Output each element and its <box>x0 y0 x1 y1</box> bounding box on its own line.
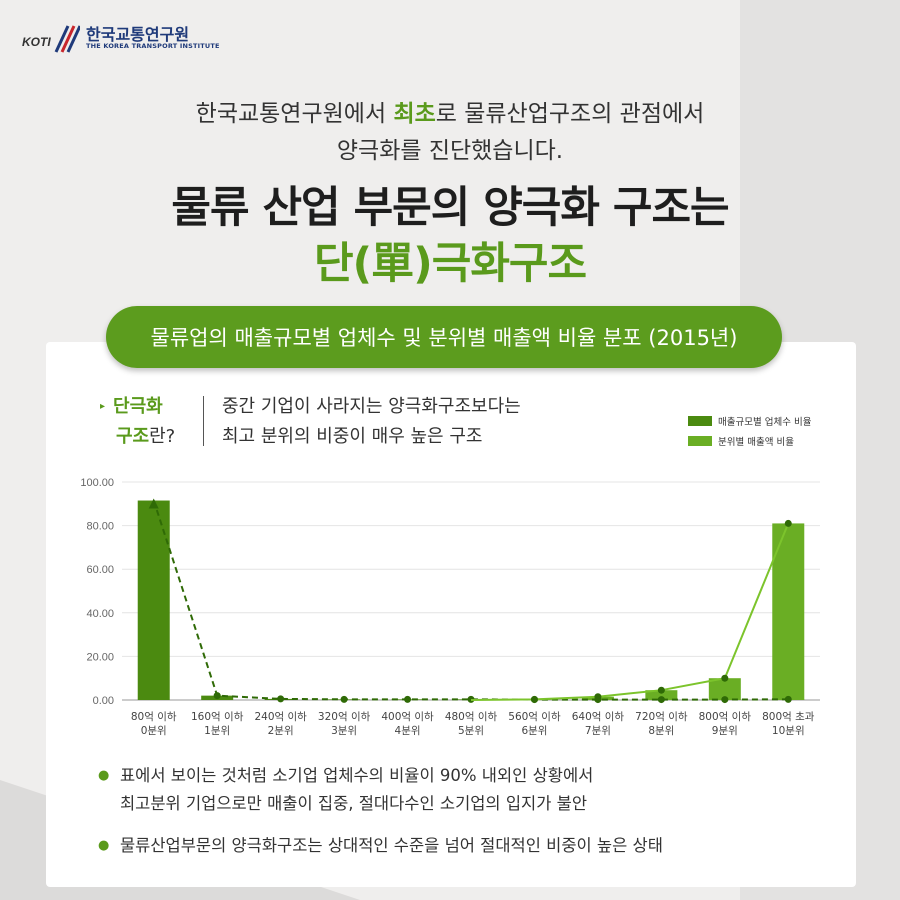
chart-title-pill: 물류업의 매출규모별 업체수 및 분위별 매출액 비율 분포 (2015년) <box>106 306 782 368</box>
point-sales <box>530 695 538 703</box>
y-tick-label: 100.00 <box>80 477 114 489</box>
bullet-item: ● 표에서 보이는 것처럼 소기업 업체수의 비율이 90% 내외인 상황에서 … <box>98 762 663 818</box>
x-tick-label: 10분위 <box>772 724 805 737</box>
bar-count <box>137 500 170 700</box>
bar-sales <box>772 523 805 700</box>
point-sales <box>594 693 602 701</box>
bullet-2-line1: 물류산업부문의 양극화구조는 상대적인 수준을 넘어 절대적인 비중이 높은 상… <box>120 836 663 855</box>
definition-answer-line2: 최고 분위의 비중이 매우 높은 구조 <box>222 426 483 447</box>
x-tick-label: 320억 이하 <box>318 710 371 723</box>
point-count <box>657 696 665 704</box>
x-tick-label: 8분위 <box>648 724 674 737</box>
headline: 물류 산업 부문의 양극화 구조는 단(單)극화구조 <box>0 180 900 292</box>
bullet-dot-icon: ● <box>98 768 110 783</box>
point-sales <box>657 686 665 694</box>
definition-suffix: 란? <box>149 426 176 447</box>
definition-term: 단극화 <box>113 396 163 417</box>
x-tick-label: 800억 초과 <box>762 711 815 723</box>
bullet-1-line2: 최고분위 기업으로만 매출이 집중, 절대다수인 소기업의 입지가 불안 <box>120 794 587 813</box>
content-card <box>46 342 856 887</box>
definition-answer-line1: 중간 기업이 사라지는 양극화구조보다는 <box>222 396 521 417</box>
point-count <box>277 695 285 703</box>
bullet-item: ● 물류산업부문의 양극화구조는 상대적인 수준을 넘어 절대적인 비중이 높은… <box>98 832 663 860</box>
legend-label-sales: 분위별 매출액 비율 <box>718 437 794 448</box>
definition-answer: 중간 기업이 사라지는 양극화구조보다는 최고 분위의 비중이 매우 높은 구조 <box>222 392 521 452</box>
legend-label-count: 매출규모별 업체수 비율 <box>718 417 812 428</box>
x-tick-label: 1분위 <box>204 724 230 737</box>
y-tick-label: 60.00 <box>86 564 114 576</box>
definition-question: ▸ 단극화 구조란? <box>100 392 175 452</box>
x-tick-label: 6분위 <box>521 724 547 737</box>
point-sales <box>784 519 792 527</box>
x-tick-label: 240억 이하 <box>254 710 307 723</box>
x-tick-label: 4분위 <box>395 724 421 737</box>
point-sales <box>721 674 729 682</box>
bar-sales <box>645 690 678 700</box>
point-count <box>340 695 348 703</box>
x-tick-label: 2분위 <box>268 724 294 737</box>
logo-english: THE KOREA TRANSPORT INSTITUTE <box>86 42 220 51</box>
intro-text: 한국교통연구원에서 최초로 물류산업구조의 관점에서 양극화를 진단했습니다. <box>0 96 900 170</box>
x-tick-label: 80억 이하 <box>131 710 177 723</box>
x-tick-label: 160억 이하 <box>191 710 244 723</box>
point-count <box>213 692 221 700</box>
x-tick-label: 3분위 <box>331 724 357 737</box>
intro-highlight: 최초 <box>393 101 436 127</box>
definition-divider <box>203 396 204 446</box>
intro-line2: 양극화를 진단했습니다. <box>336 138 564 164</box>
line-count <box>152 500 789 701</box>
x-tick-label: 9분위 <box>712 724 738 737</box>
bar-sales <box>708 678 741 700</box>
chart-legend: 매출규모별 업체수 비율 분위별 매출액 비율 <box>688 411 811 451</box>
legend-swatch-sales <box>688 436 712 446</box>
legend-swatch-count <box>688 416 712 426</box>
x-tick-label: 5분위 <box>458 724 484 737</box>
x-tick-label: 800억 이하 <box>699 710 752 723</box>
x-tick-label: 7분위 <box>585 724 611 737</box>
line-sales <box>470 523 790 701</box>
y-tick-label: 20.00 <box>86 651 114 663</box>
svg-text:KOTI: KOTI <box>22 35 51 49</box>
x-tick-label: 0분위 <box>141 724 167 737</box>
y-tick-label: 0.00 <box>93 695 114 707</box>
x-tick-label: 560억 이하 <box>508 710 561 723</box>
definition-term2: 구조 <box>116 426 150 447</box>
intro-line1-post: 로 물류산업구조의 관점에서 <box>435 101 705 127</box>
arrowhead-icon <box>148 498 159 509</box>
intro-line1-pre: 한국교통연구원에서 <box>195 101 394 127</box>
point-count <box>721 696 729 704</box>
x-tick-label: 640억 이하 <box>572 710 625 723</box>
x-tick-label: 720억 이하 <box>635 710 688 723</box>
bullet-1-line1: 표에서 보이는 것처럼 소기업 업체수의 비율이 90% 내외인 상황에서 <box>120 766 594 785</box>
point-count <box>784 695 792 703</box>
bullet-list: ● 표에서 보이는 것처럼 소기업 업체수의 비율이 90% 내외인 상황에서 … <box>98 762 663 874</box>
x-tick-label: 400억 이하 <box>381 710 434 723</box>
koti-logo: KOTI 한국교통연구원 THE KOREA TRANSPORT INSTITU… <box>22 18 220 58</box>
logo-korean: 한국교통연구원 <box>86 24 190 44</box>
y-tick-label: 40.00 <box>86 608 114 620</box>
koti-logo-icon: KOTI <box>22 25 80 53</box>
headline-line1: 물류 산업 부문의 양극화 구조는 <box>171 183 729 233</box>
point-count <box>404 695 412 703</box>
x-tick-label: 480억 이하 <box>445 710 498 723</box>
y-tick-label: 80.00 <box>86 521 114 533</box>
headline-line2: 단(單)극화구조 <box>313 239 587 289</box>
bullet-dot-icon: ● <box>98 838 110 853</box>
triangle-bullet-icon: ▸ <box>100 401 106 412</box>
